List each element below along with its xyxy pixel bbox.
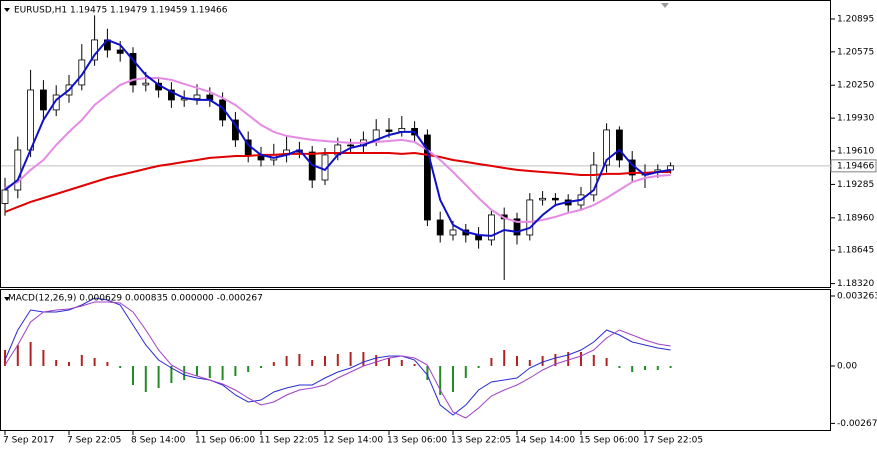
x-tick-label: 7 Sep 22:05 [67, 436, 121, 446]
menu-triangle [4, 8, 10, 12]
y-tick-label: 1.20575 [837, 47, 874, 57]
menu-triangle [4, 297, 10, 301]
x-tick-label: 15 Sep 06:00 [579, 436, 639, 446]
y-tick-label: 0.00 [837, 362, 857, 372]
candle-body [539, 197, 546, 201]
x-tick-label: 13 Sep 06:00 [387, 436, 447, 446]
candle-body [385, 129, 393, 132]
symbol-title: EURUSD,H1 1.19475 1.19479 1.19459 1.1946… [14, 6, 228, 16]
candle-body [513, 218, 521, 236]
candle-body [116, 49, 124, 54]
candle-body [142, 82, 150, 86]
y-tick-label: 0.003263 [837, 291, 877, 301]
candle-body [219, 99, 227, 121]
candle-body [590, 164, 598, 196]
y-tick-label: 1.18960 [837, 213, 874, 223]
macd-panel [0, 289, 831, 431]
x-tick-label: 12 Sep 14:00 [323, 436, 383, 446]
candle-body [436, 219, 444, 236]
candle-body [347, 144, 355, 147]
y-tick-label: 1.19930 [837, 114, 874, 124]
candle-body [449, 229, 457, 236]
candle-body [14, 149, 22, 191]
candle-body [27, 89, 35, 151]
x-tick-label: 17 Sep 22:05 [643, 436, 703, 446]
candle-body [526, 199, 534, 236]
candle-body [603, 129, 610, 166]
x-tick-label: 8 Sep 14:00 [131, 436, 186, 446]
y-tick-label: 1.20250 [837, 81, 874, 91]
last-price-box [830, 159, 877, 173]
candle-body [129, 52, 137, 86]
x-tick-label: 7 Sep 2017 [3, 436, 54, 446]
y-tick-label: 1.18645 [837, 246, 874, 256]
candle-body [1, 189, 9, 204]
y-tick-label: 1.18320 [837, 279, 874, 289]
candle-body [616, 129, 623, 161]
x-tick-label: 14 Sep 14:00 [515, 436, 575, 446]
candle-body [40, 89, 47, 111]
last-price-label: 1.19466 [837, 161, 874, 171]
x-tick-label: 11 Sep 06:00 [195, 436, 255, 446]
candle-body [78, 59, 86, 86]
x-tick-label: 11 Sep 22:05 [259, 436, 319, 446]
candle-body [167, 89, 175, 101]
shift-marker[interactable] [661, 3, 669, 8]
plot-layer [1, 15, 831, 419]
y-tick-label: -0.002674 [837, 419, 877, 429]
indicator-line [4, 301, 671, 419]
candle-body [552, 197, 559, 201]
macd-title: MACD(12,26,9) 0.000629 0.000835 0.000000… [8, 294, 263, 304]
candle-body [52, 94, 60, 111]
candle-body [423, 134, 431, 221]
x-tick-label: 13 Sep 22:05 [451, 436, 511, 446]
indicator-line [4, 38, 671, 237]
candle-body [487, 214, 495, 241]
y-tick-label: 1.20895 [837, 14, 874, 24]
price-panel [0, 0, 831, 288]
indicator-line [4, 151, 671, 213]
indicator-line [4, 297, 671, 416]
y-tick-label: 1.19285 [837, 180, 874, 190]
y-tick-label: 1.19610 [837, 147, 874, 157]
indicator-line [4, 77, 671, 223]
candle-body [193, 94, 201, 100]
